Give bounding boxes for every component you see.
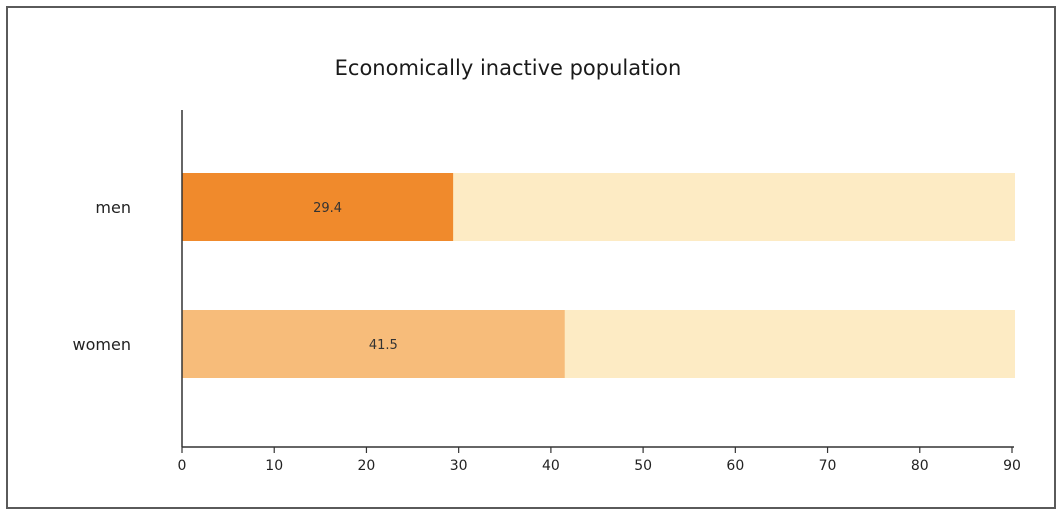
x-tick-label-90: 90 (1003, 458, 1021, 474)
x-tick-label-30: 30 (450, 458, 468, 474)
category-label-women: women (73, 335, 131, 354)
x-tick-label-70: 70 (819, 458, 837, 474)
bar-women (182, 310, 565, 378)
data-label-men: 29.4 (313, 201, 342, 216)
x-tick-label-0: 0 (178, 458, 187, 474)
chart-frame (6, 6, 1056, 509)
x-tick-label-40: 40 (542, 458, 560, 474)
chart-title: Economically inactive population (334, 56, 682, 80)
category-label-men: men (95, 198, 131, 217)
bar-men (182, 173, 454, 241)
x-tick-label-60: 60 (726, 458, 744, 474)
x-tick-label-20: 20 (358, 458, 376, 474)
x-tick-label-50: 50 (634, 458, 652, 474)
data-label-women: 41.5 (369, 338, 398, 353)
x-tick-label-10: 10 (265, 458, 283, 474)
x-tick-label-80: 80 (911, 458, 929, 474)
